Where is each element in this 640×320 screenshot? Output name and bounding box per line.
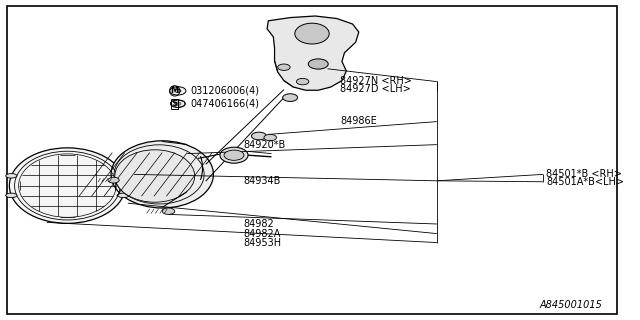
- Circle shape: [283, 94, 298, 101]
- Ellipse shape: [10, 148, 125, 223]
- Text: 84982: 84982: [243, 219, 274, 229]
- Circle shape: [163, 208, 175, 214]
- Text: S: S: [172, 99, 178, 108]
- Circle shape: [308, 59, 328, 69]
- Circle shape: [170, 100, 186, 108]
- Circle shape: [175, 89, 181, 92]
- Text: 84934B: 84934B: [243, 176, 281, 186]
- Text: 047406166(4): 047406166(4): [190, 99, 259, 109]
- Ellipse shape: [115, 150, 195, 202]
- Circle shape: [170, 87, 186, 95]
- Polygon shape: [267, 16, 359, 90]
- Circle shape: [252, 132, 266, 140]
- Text: M: M: [171, 86, 179, 95]
- Ellipse shape: [6, 173, 17, 178]
- Circle shape: [278, 64, 290, 70]
- Text: 84982A: 84982A: [243, 228, 281, 239]
- Circle shape: [224, 150, 244, 160]
- Text: 84953H: 84953H: [243, 237, 282, 248]
- Ellipse shape: [220, 147, 248, 163]
- Ellipse shape: [6, 193, 17, 198]
- Text: 84986E: 84986E: [340, 116, 377, 126]
- Text: 84501A*B<LH>: 84501A*B<LH>: [546, 177, 624, 187]
- Circle shape: [108, 177, 119, 183]
- Ellipse shape: [295, 23, 329, 44]
- Circle shape: [296, 78, 309, 85]
- Text: 84927D <LH>: 84927D <LH>: [340, 84, 411, 94]
- Text: 84927N <RH>: 84927N <RH>: [340, 76, 412, 86]
- Text: 84920*B: 84920*B: [243, 140, 285, 150]
- Text: 84501*B <RH>: 84501*B <RH>: [546, 169, 622, 179]
- Circle shape: [264, 134, 276, 141]
- Ellipse shape: [111, 141, 213, 208]
- Circle shape: [175, 102, 181, 105]
- Text: A845001015: A845001015: [540, 300, 602, 310]
- Ellipse shape: [118, 173, 129, 178]
- Text: 031206006(4): 031206006(4): [190, 86, 259, 96]
- Ellipse shape: [118, 193, 129, 198]
